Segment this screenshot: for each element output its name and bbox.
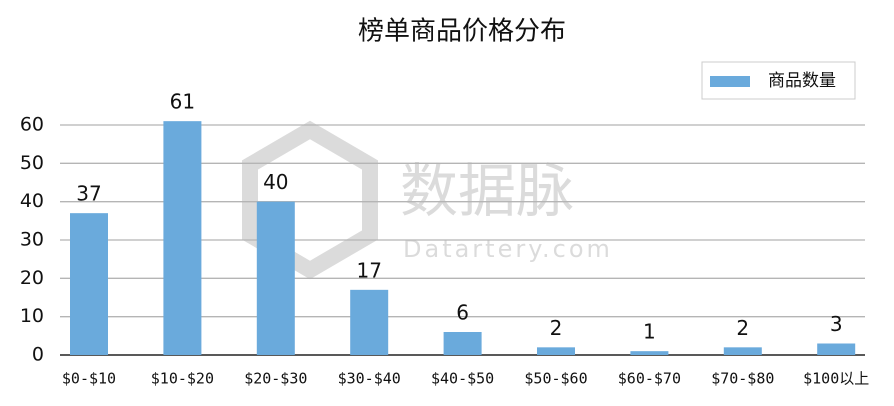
y-tick-label: 0 <box>32 344 44 366</box>
data-label: 61 <box>170 90 195 114</box>
y-tick-label: 40 <box>20 190 44 212</box>
y-tick-label: 20 <box>20 267 44 289</box>
data-label: 2 <box>736 316 749 340</box>
data-label: 40 <box>263 170 288 194</box>
x-tick-label: $20-$30 <box>244 370 307 388</box>
x-tick-label: $30-$40 <box>338 370 401 388</box>
data-label: 3 <box>830 312 843 336</box>
bar <box>723 347 762 355</box>
legend-swatch <box>710 76 750 87</box>
watermark-logo <box>242 120 378 280</box>
x-tick-label: $0-$10 <box>62 370 116 388</box>
x-tick-label: $40-$50 <box>431 370 494 388</box>
bar <box>350 289 389 355</box>
data-label: 6 <box>456 301 469 325</box>
x-tick-label: $60-$70 <box>618 370 681 388</box>
watermark-text: 数据脉 <box>400 157 574 225</box>
chart-title: 榜单商品价格分布 <box>358 17 566 47</box>
bar <box>163 121 202 356</box>
bar <box>537 347 575 355</box>
watermark-subtext: Datartery.com <box>403 235 613 263</box>
bar <box>443 332 482 355</box>
data-label: 17 <box>356 258 381 282</box>
x-tick-label: $50-$60 <box>524 370 587 388</box>
y-tick-label: 30 <box>20 229 44 251</box>
bar <box>817 343 856 355</box>
x-tick-label: $10-$20 <box>151 370 214 388</box>
y-tick-label: 60 <box>20 114 44 136</box>
bar <box>70 213 108 355</box>
bar <box>630 351 669 355</box>
x-tick-label: $100以上 <box>803 370 869 388</box>
x-tick-label: $70-$80 <box>711 370 774 388</box>
bar <box>256 201 295 355</box>
data-label: 37 <box>76 182 101 206</box>
data-label: 2 <box>550 316 563 340</box>
watermark: 数据脉 Datartery.com <box>242 120 613 280</box>
y-tick-label: 10 <box>20 305 44 327</box>
y-tick-label: 50 <box>20 152 44 174</box>
data-label: 1 <box>643 320 656 344</box>
legend-label: 商品数量 <box>768 71 836 91</box>
legend-box <box>701 61 856 100</box>
